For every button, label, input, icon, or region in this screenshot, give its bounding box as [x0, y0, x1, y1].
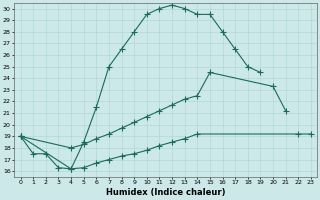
X-axis label: Humidex (Indice chaleur): Humidex (Indice chaleur): [106, 188, 226, 197]
